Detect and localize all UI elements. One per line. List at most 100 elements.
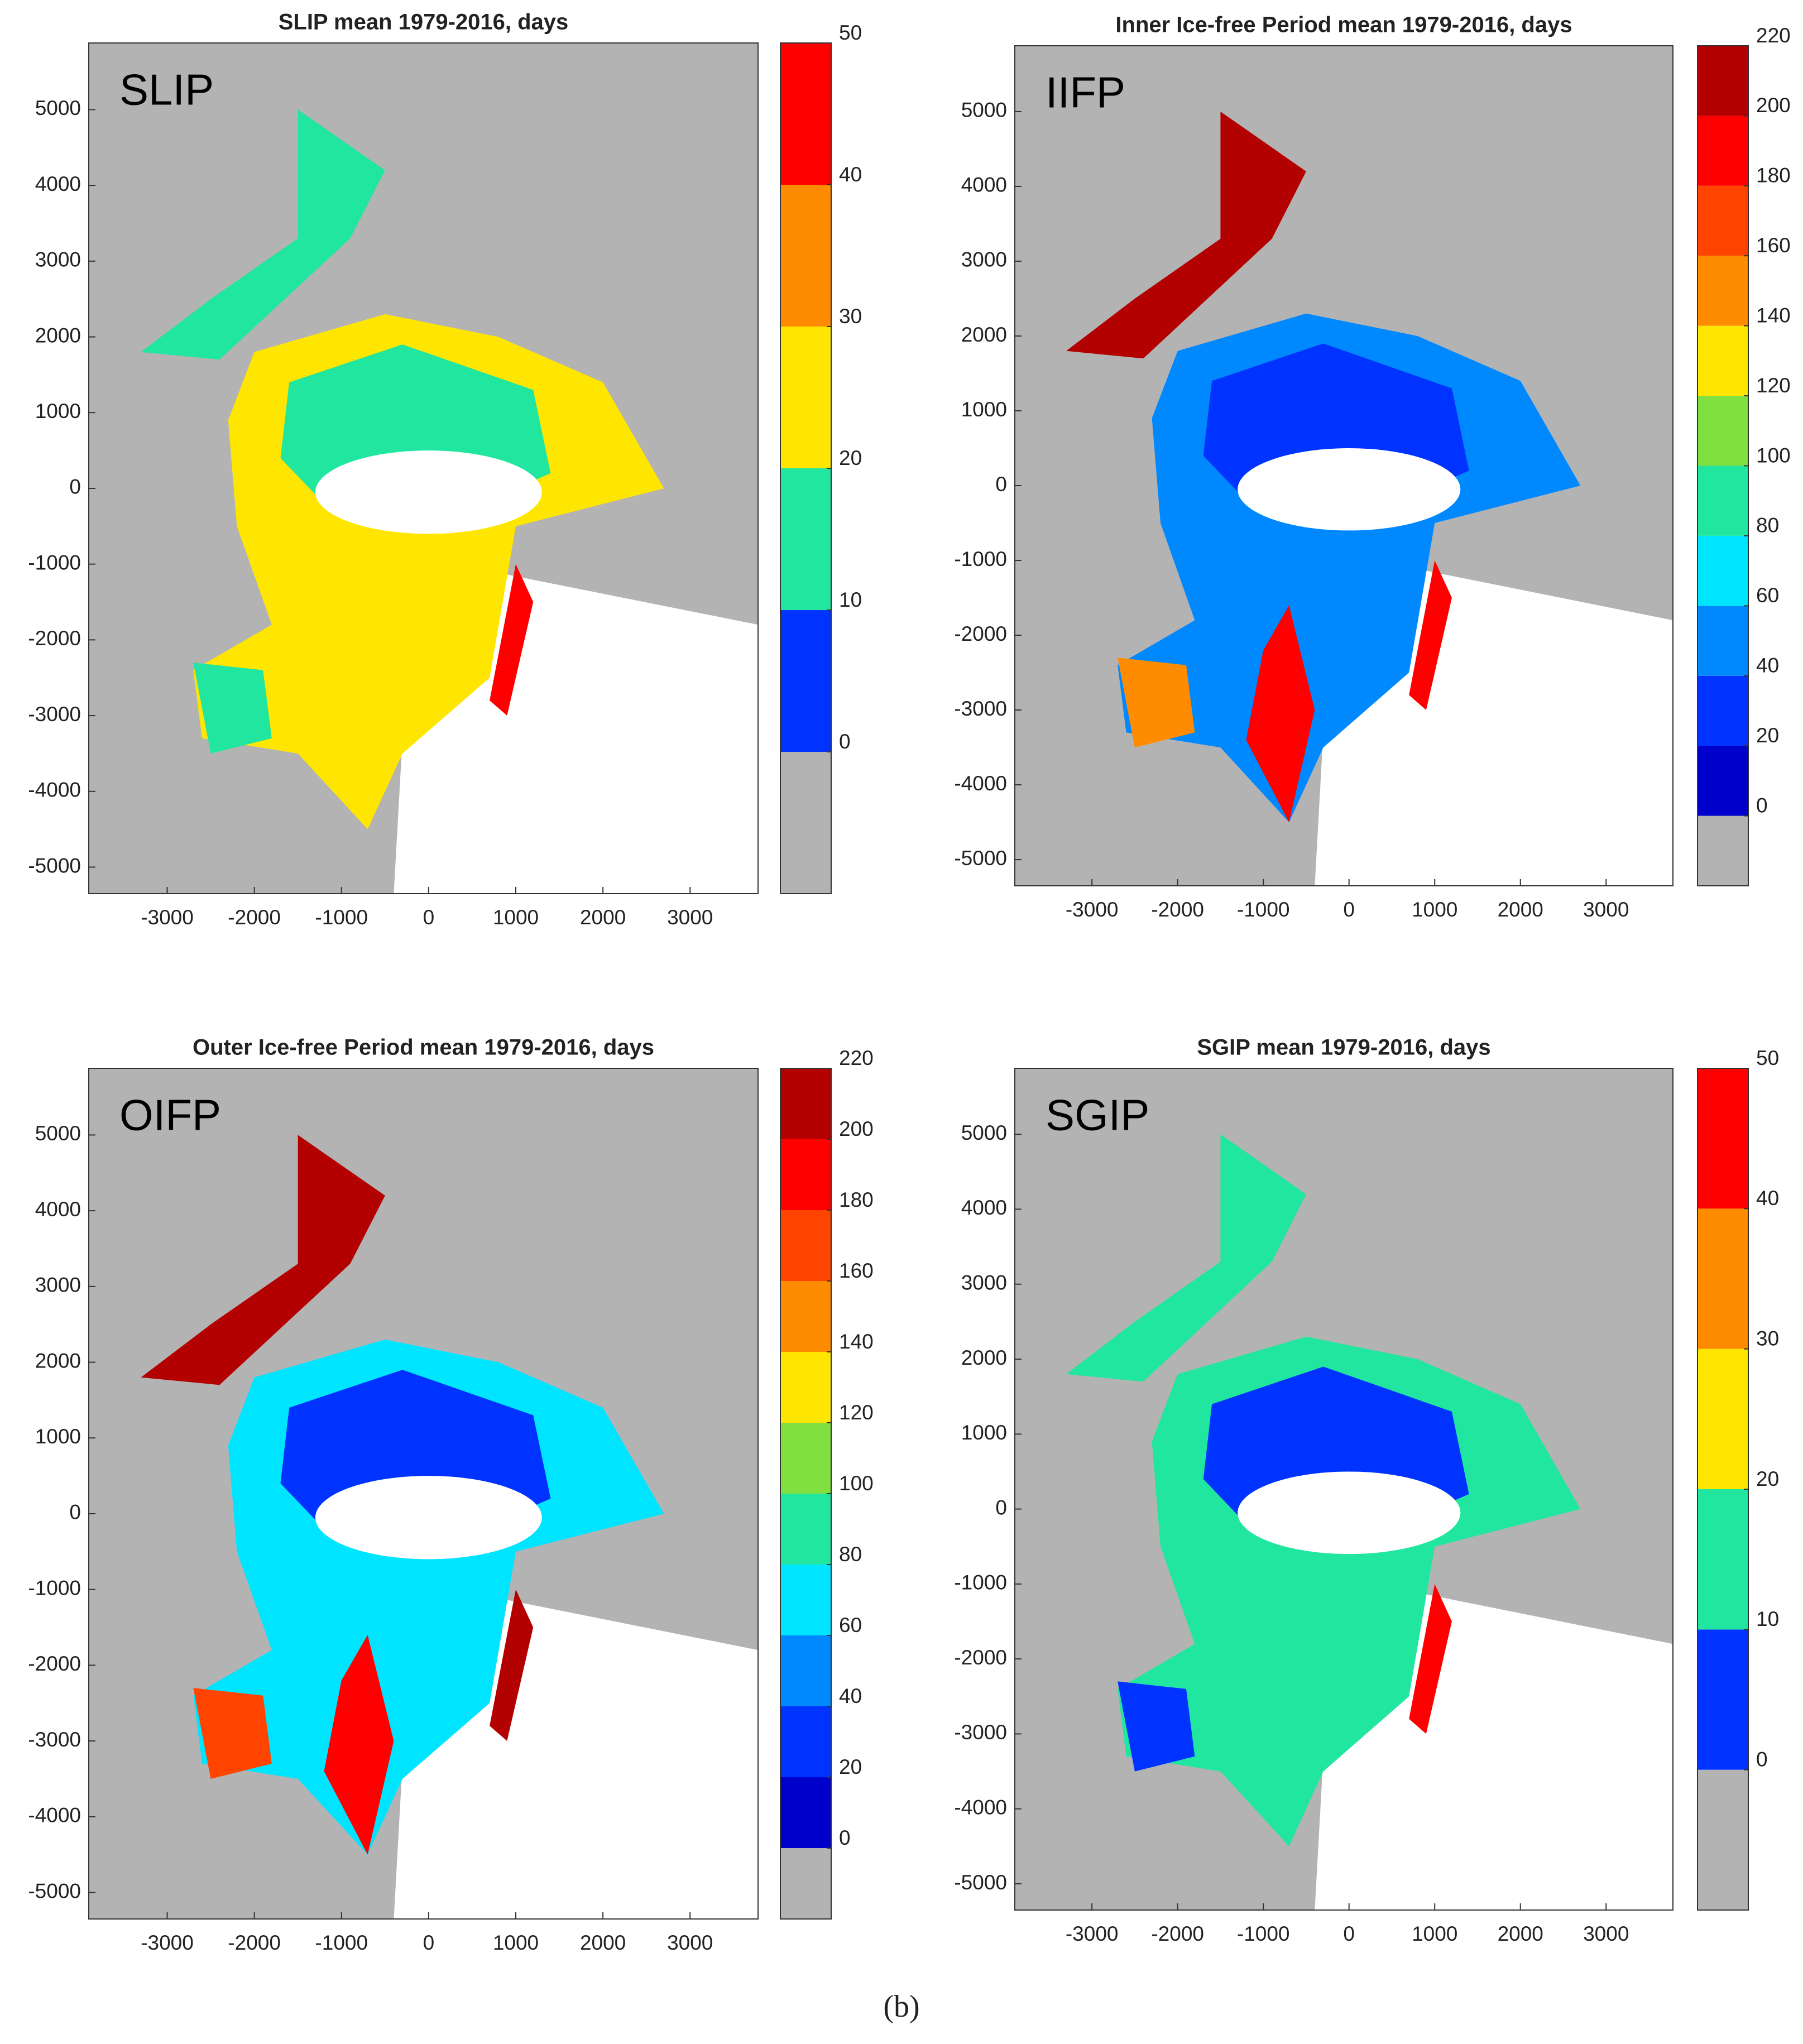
colorbar-tick-label: 20 — [1756, 724, 1779, 747]
colorbar-tick-label: 0 — [1756, 1748, 1768, 1770]
panel: Outer Ice-free Period mean 1979-2016, da… — [28, 1035, 873, 1954]
panel-title: SGIP mean 1979-2016, days — [1197, 1035, 1490, 1060]
colorbar-segment — [780, 1281, 831, 1352]
colorbar-tick-label: 200 — [839, 1117, 874, 1140]
y-tick-label: 2000 — [961, 1346, 1007, 1369]
colorbar-segment — [1697, 606, 1748, 676]
y-tick-label: 2000 — [961, 323, 1007, 346]
axes-frame — [88, 1068, 759, 1920]
colorbar-segment — [1697, 1349, 1748, 1489]
panel-label: OIFP — [119, 1091, 221, 1140]
y-tick-label: -5000 — [28, 854, 81, 877]
colorbar-segment — [1697, 325, 1748, 396]
colorbar-tick-label: 60 — [839, 1614, 862, 1637]
colorbar-segment — [1697, 46, 1748, 116]
y-tick-label: -4000 — [954, 772, 1007, 795]
x-tick-label: -2000 — [228, 906, 281, 929]
panel: SGIP mean 1979-2016, days SGIP -3000 -2000 -… — [954, 1035, 1779, 1945]
sea-region — [141, 1135, 385, 1385]
y-tick-label: -1000 — [28, 1576, 81, 1599]
sea-region — [1409, 1584, 1452, 1734]
panel-label: SGIP — [1046, 1091, 1149, 1140]
colorbar-tick-label: 180 — [839, 1188, 874, 1211]
colorbar-segment — [1697, 1489, 1748, 1630]
colorbar-segment — [780, 43, 831, 185]
colorbar-segment — [780, 185, 831, 327]
y-tick-label: 5000 — [35, 1122, 81, 1145]
colorbar-tick-label: 40 — [1756, 1187, 1779, 1210]
axes-frame — [1014, 45, 1673, 886]
colorbar-segment — [1697, 746, 1748, 816]
panel-title: Inner Ice-free Period mean 1979-2016, da… — [1115, 13, 1572, 37]
y-tick-label: 0 — [995, 473, 1007, 496]
colorbar-segment — [1697, 815, 1748, 886]
colorbar-tick-label: 80 — [839, 1543, 862, 1566]
colorbar-tick-label: 80 — [1756, 514, 1779, 537]
y-tick-label: -5000 — [954, 847, 1007, 870]
y-tick-label: 0 — [69, 476, 81, 498]
colorbar-segment — [780, 1848, 831, 1919]
colorbar-tick-label: 100 — [839, 1472, 874, 1495]
colorbar-segment — [780, 1706, 831, 1777]
y-tick-label: 4000 — [961, 174, 1007, 196]
y-tick-label: -3000 — [954, 697, 1007, 720]
colorbar-segment — [1697, 256, 1748, 326]
colorbar-segment — [780, 610, 831, 752]
x-tick-label: 0 — [423, 906, 435, 929]
colorbar-segment — [780, 1352, 831, 1423]
colorbar-tick-label: 30 — [1756, 1327, 1779, 1350]
x-tick-label: 3000 — [667, 1931, 713, 1954]
colorbar-segment — [780, 1139, 831, 1210]
y-tick-label: -4000 — [28, 779, 81, 802]
panel-label: SLIP — [119, 65, 214, 114]
colorbar-segment — [780, 327, 831, 468]
colorbar-segment — [1697, 1068, 1748, 1209]
colorbar-tick-label: 160 — [1756, 234, 1791, 257]
sea-region — [1118, 658, 1195, 748]
sea-region — [141, 109, 385, 360]
colorbar-segment — [780, 1068, 831, 1139]
y-tick-label: 5000 — [961, 1121, 1007, 1144]
sea-region — [1409, 560, 1452, 711]
x-tick-label: 1000 — [493, 906, 539, 929]
y-tick-label: -4000 — [28, 1804, 81, 1827]
central-ice — [315, 450, 542, 534]
central-ice — [1238, 448, 1461, 531]
colorbar-tick-label: 220 — [1756, 24, 1791, 47]
y-tick-label: -2000 — [954, 622, 1007, 645]
y-tick-label: -2000 — [28, 1652, 81, 1675]
colorbar-segment — [780, 1635, 831, 1706]
sea-region — [1246, 1629, 1315, 1846]
colorbar-segment — [780, 1210, 831, 1281]
axes-frame — [88, 42, 759, 894]
x-tick-label: -1000 — [315, 906, 368, 929]
x-tick-label: 1000 — [1412, 898, 1457, 921]
x-tick-label: -2000 — [1151, 1922, 1204, 1945]
colorbar-segment — [1697, 185, 1748, 256]
sea-region — [324, 610, 394, 829]
x-tick-label: -1000 — [315, 1931, 368, 1954]
x-tick-label: -2000 — [228, 1931, 281, 1954]
y-tick-label: 3000 — [35, 248, 81, 271]
colorbar-tick-label: 200 — [1756, 94, 1791, 117]
colorbar-tick-label: 140 — [1756, 304, 1791, 327]
colorbar-tick-label: 20 — [839, 447, 862, 469]
x-tick-label: 0 — [423, 1931, 435, 1954]
colorbar-tick-label: 180 — [1756, 164, 1791, 187]
y-tick-label: 3000 — [961, 1271, 1007, 1294]
colorbar-tick-label: 100 — [1756, 444, 1791, 467]
colorbar-segment — [1697, 535, 1748, 606]
colorbar-tick-label: 10 — [1756, 1608, 1779, 1630]
y-tick-label: -3000 — [954, 1721, 1007, 1744]
colorbar-segment — [780, 1565, 831, 1635]
x-tick-label: 0 — [1343, 1922, 1355, 1945]
colorbar-tick-label: 40 — [839, 163, 862, 186]
x-tick-label: -1000 — [1237, 1922, 1290, 1945]
x-tick-label: -2000 — [1151, 898, 1204, 921]
sea-region — [1246, 605, 1315, 823]
y-tick-label: -1000 — [954, 1571, 1007, 1594]
x-tick-label: 2000 — [1498, 1922, 1543, 1945]
x-tick-label: 0 — [1343, 898, 1355, 921]
y-tick-label: -1000 — [28, 551, 81, 574]
y-tick-label: 4000 — [961, 1196, 1007, 1219]
